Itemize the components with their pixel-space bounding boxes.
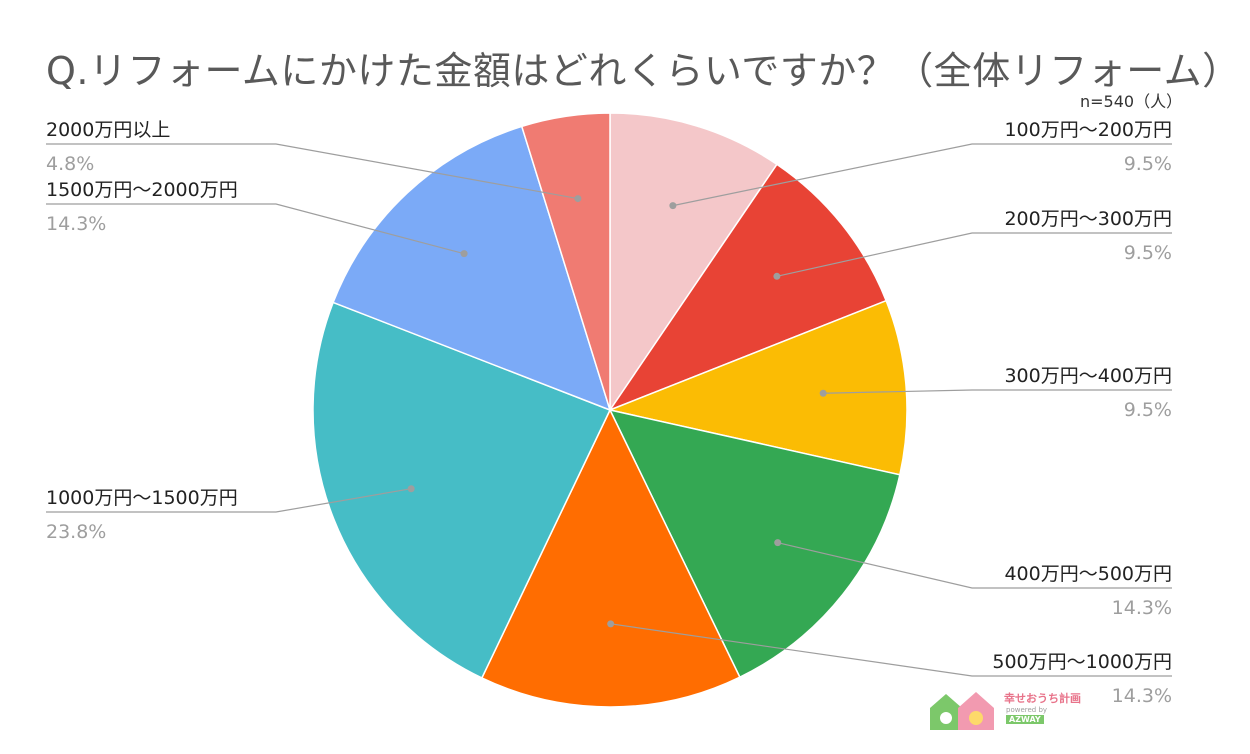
brand-logo: 幸せおうち計画 powered by AZWAY	[928, 688, 1088, 732]
leader-line-7	[46, 203, 465, 255]
leader-line-2	[776, 232, 1172, 277]
pie-slice-1	[609, 112, 778, 413]
slice-percent-label-4: 14.3%	[1112, 597, 1172, 619]
slice-percent-label-3: 9.5%	[1124, 399, 1172, 421]
slice-percent-label-7: 14.3%	[46, 213, 106, 235]
chart-title: Q.リフォームにかけた金額はどれくらいですか？（全体リフォーム）	[46, 49, 1241, 93]
pie-slice-2	[608, 163, 888, 412]
slice-percent-label-1: 9.5%	[1124, 153, 1172, 175]
leader-line-4	[777, 542, 1172, 589]
pie-slices	[312, 112, 908, 708]
slice-category-label-4: 400万円〜500万円	[1004, 563, 1172, 585]
pie-slice-3	[607, 299, 908, 476]
leader-dot-1	[669, 202, 677, 210]
leader-lines	[46, 143, 1172, 677]
pie-slice-8	[520, 112, 611, 411]
slice-percent-label-6: 23.8%	[46, 521, 106, 543]
slice-category-label-1: 100万円〜200万円	[1004, 119, 1172, 141]
slice-category-label-8: 2000万円以上	[46, 119, 170, 141]
slice-category-label-6: 1000万円〜1500万円	[46, 487, 238, 509]
leader-line-8	[46, 143, 578, 200]
leader-dot-5	[607, 620, 615, 628]
pie-slice-6	[312, 301, 612, 679]
pie-slice-7	[332, 125, 612, 412]
logo-text-primary: 幸せおうち計画	[1004, 692, 1081, 705]
slice-percent-label-8: 4.8%	[46, 153, 94, 175]
leader-dot-7	[460, 250, 468, 258]
leader-dot-8	[574, 195, 582, 203]
slice-percent-label-2: 9.5%	[1124, 242, 1172, 264]
leader-line-6	[46, 488, 412, 513]
slice-labels: 100万円〜200万円 9.5% 200万円〜300万円 9.5% 300万円〜400万…	[46, 119, 1172, 707]
slice-percent-label-5: 14.3%	[1112, 685, 1172, 707]
leader-dot-2	[773, 272, 781, 280]
leader-line-1	[672, 143, 1172, 207]
logo-text-brand: AZWAY	[1006, 715, 1044, 724]
leader-line-3	[823, 389, 1172, 394]
slice-category-label-5: 500万円〜1000万円	[992, 651, 1172, 673]
slice-category-label-3: 300万円〜400万円	[1004, 365, 1172, 387]
slice-category-label-2: 200万円〜300万円	[1004, 208, 1172, 230]
leader-line-5	[610, 623, 1172, 677]
slice-category-label-7: 1500万円〜2000万円	[46, 179, 238, 201]
leader-dot-4	[774, 539, 782, 547]
logo-text-powered: powered by	[1006, 706, 1048, 714]
leader-dot-3	[819, 389, 827, 397]
pie-slice-4	[608, 408, 901, 679]
chart-subtitle: n=540（人）	[1080, 92, 1183, 111]
leader-dot-6	[407, 485, 415, 493]
house-logo-icon	[930, 692, 994, 730]
